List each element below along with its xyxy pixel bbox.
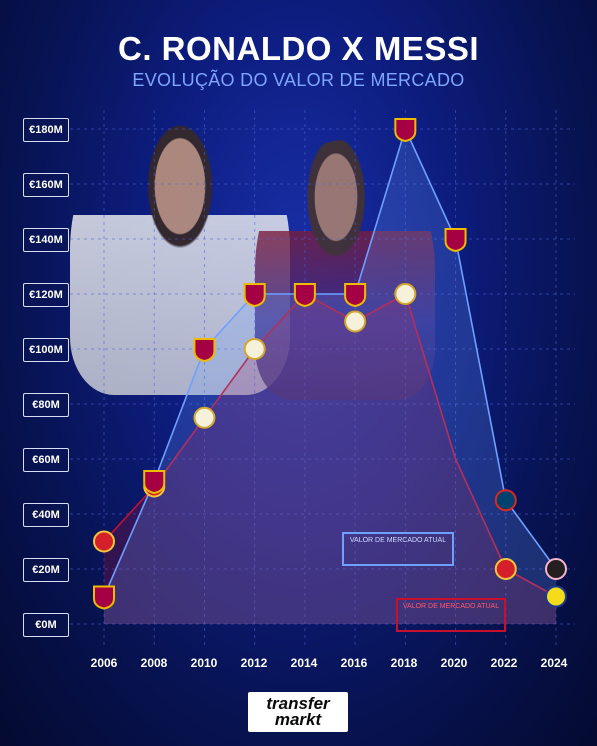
inter-miami-icon (545, 558, 567, 580)
real-madrid-icon (394, 283, 417, 305)
barcelona-icon (243, 283, 266, 308)
barcelona-icon (143, 470, 166, 495)
y-tick-label: €160M (23, 173, 69, 197)
ronaldo-line (103, 292, 557, 598)
y-tick-label: €120M (23, 283, 69, 307)
man-utd-icon (494, 558, 517, 580)
y-tick-label: €60M (23, 448, 69, 472)
messi-line (103, 126, 557, 597)
y-tick-label: €100M (23, 338, 69, 362)
chart-title: C. RONALDO X MESSI (117, 30, 480, 67)
y-tick-label: €180M (23, 118, 69, 142)
x-tick-label: 2018 (390, 656, 418, 670)
x-tick-label: 2012 (240, 656, 268, 670)
ronaldo-area (104, 294, 556, 624)
barcelona-icon (344, 283, 367, 308)
x-tick-label: 2022 (490, 656, 518, 670)
ronaldo-legend-label: VALOR DE MERCADO ATUAL (402, 603, 500, 610)
real-madrid-icon (344, 310, 367, 333)
x-tick-label: 2024 (540, 656, 568, 670)
y-tick-label: €140M (23, 228, 69, 252)
x-tick-label: 2016 (340, 656, 368, 670)
transfermarkt-logo: transfer markt (248, 692, 348, 732)
brand-line2: markt (274, 710, 322, 729)
barcelona-icon (293, 283, 316, 308)
ronaldo-legend-box: VALOR DE MERCADO ATUAL (396, 598, 506, 632)
y-tick-label: €40M (23, 503, 69, 527)
x-tick-label: 2006 (90, 656, 118, 670)
x-tick-label: 2010 (190, 656, 218, 670)
messi-legend-label: VALOR DE MERCADO ATUAL (349, 537, 447, 544)
x-tick-label: 2008 (140, 656, 168, 670)
real-madrid-icon (243, 338, 266, 360)
al-nassr-icon (545, 585, 567, 608)
chart-subtitle: EVOLUÇÃO DO VALOR DE MERCADO (132, 70, 465, 90)
barcelona-icon (193, 338, 216, 363)
y-tick-label: €20M (23, 558, 69, 582)
x-tick-label: 2014 (290, 656, 318, 670)
psg-icon (494, 489, 517, 512)
y-tick-label: €0M (23, 613, 69, 637)
messi-area (104, 129, 556, 624)
y-tick-label: €80M (23, 393, 69, 417)
barcelona-icon (394, 118, 417, 143)
x-tick-label: 2020 (440, 656, 468, 670)
brand-line1: transfer (266, 694, 330, 713)
real-madrid-icon (193, 406, 216, 429)
barcelona-icon (93, 585, 115, 610)
man-utd-icon (93, 530, 115, 553)
barcelona-icon (444, 228, 467, 253)
messi-legend-box: VALOR DE MERCADO ATUAL (342, 532, 454, 566)
